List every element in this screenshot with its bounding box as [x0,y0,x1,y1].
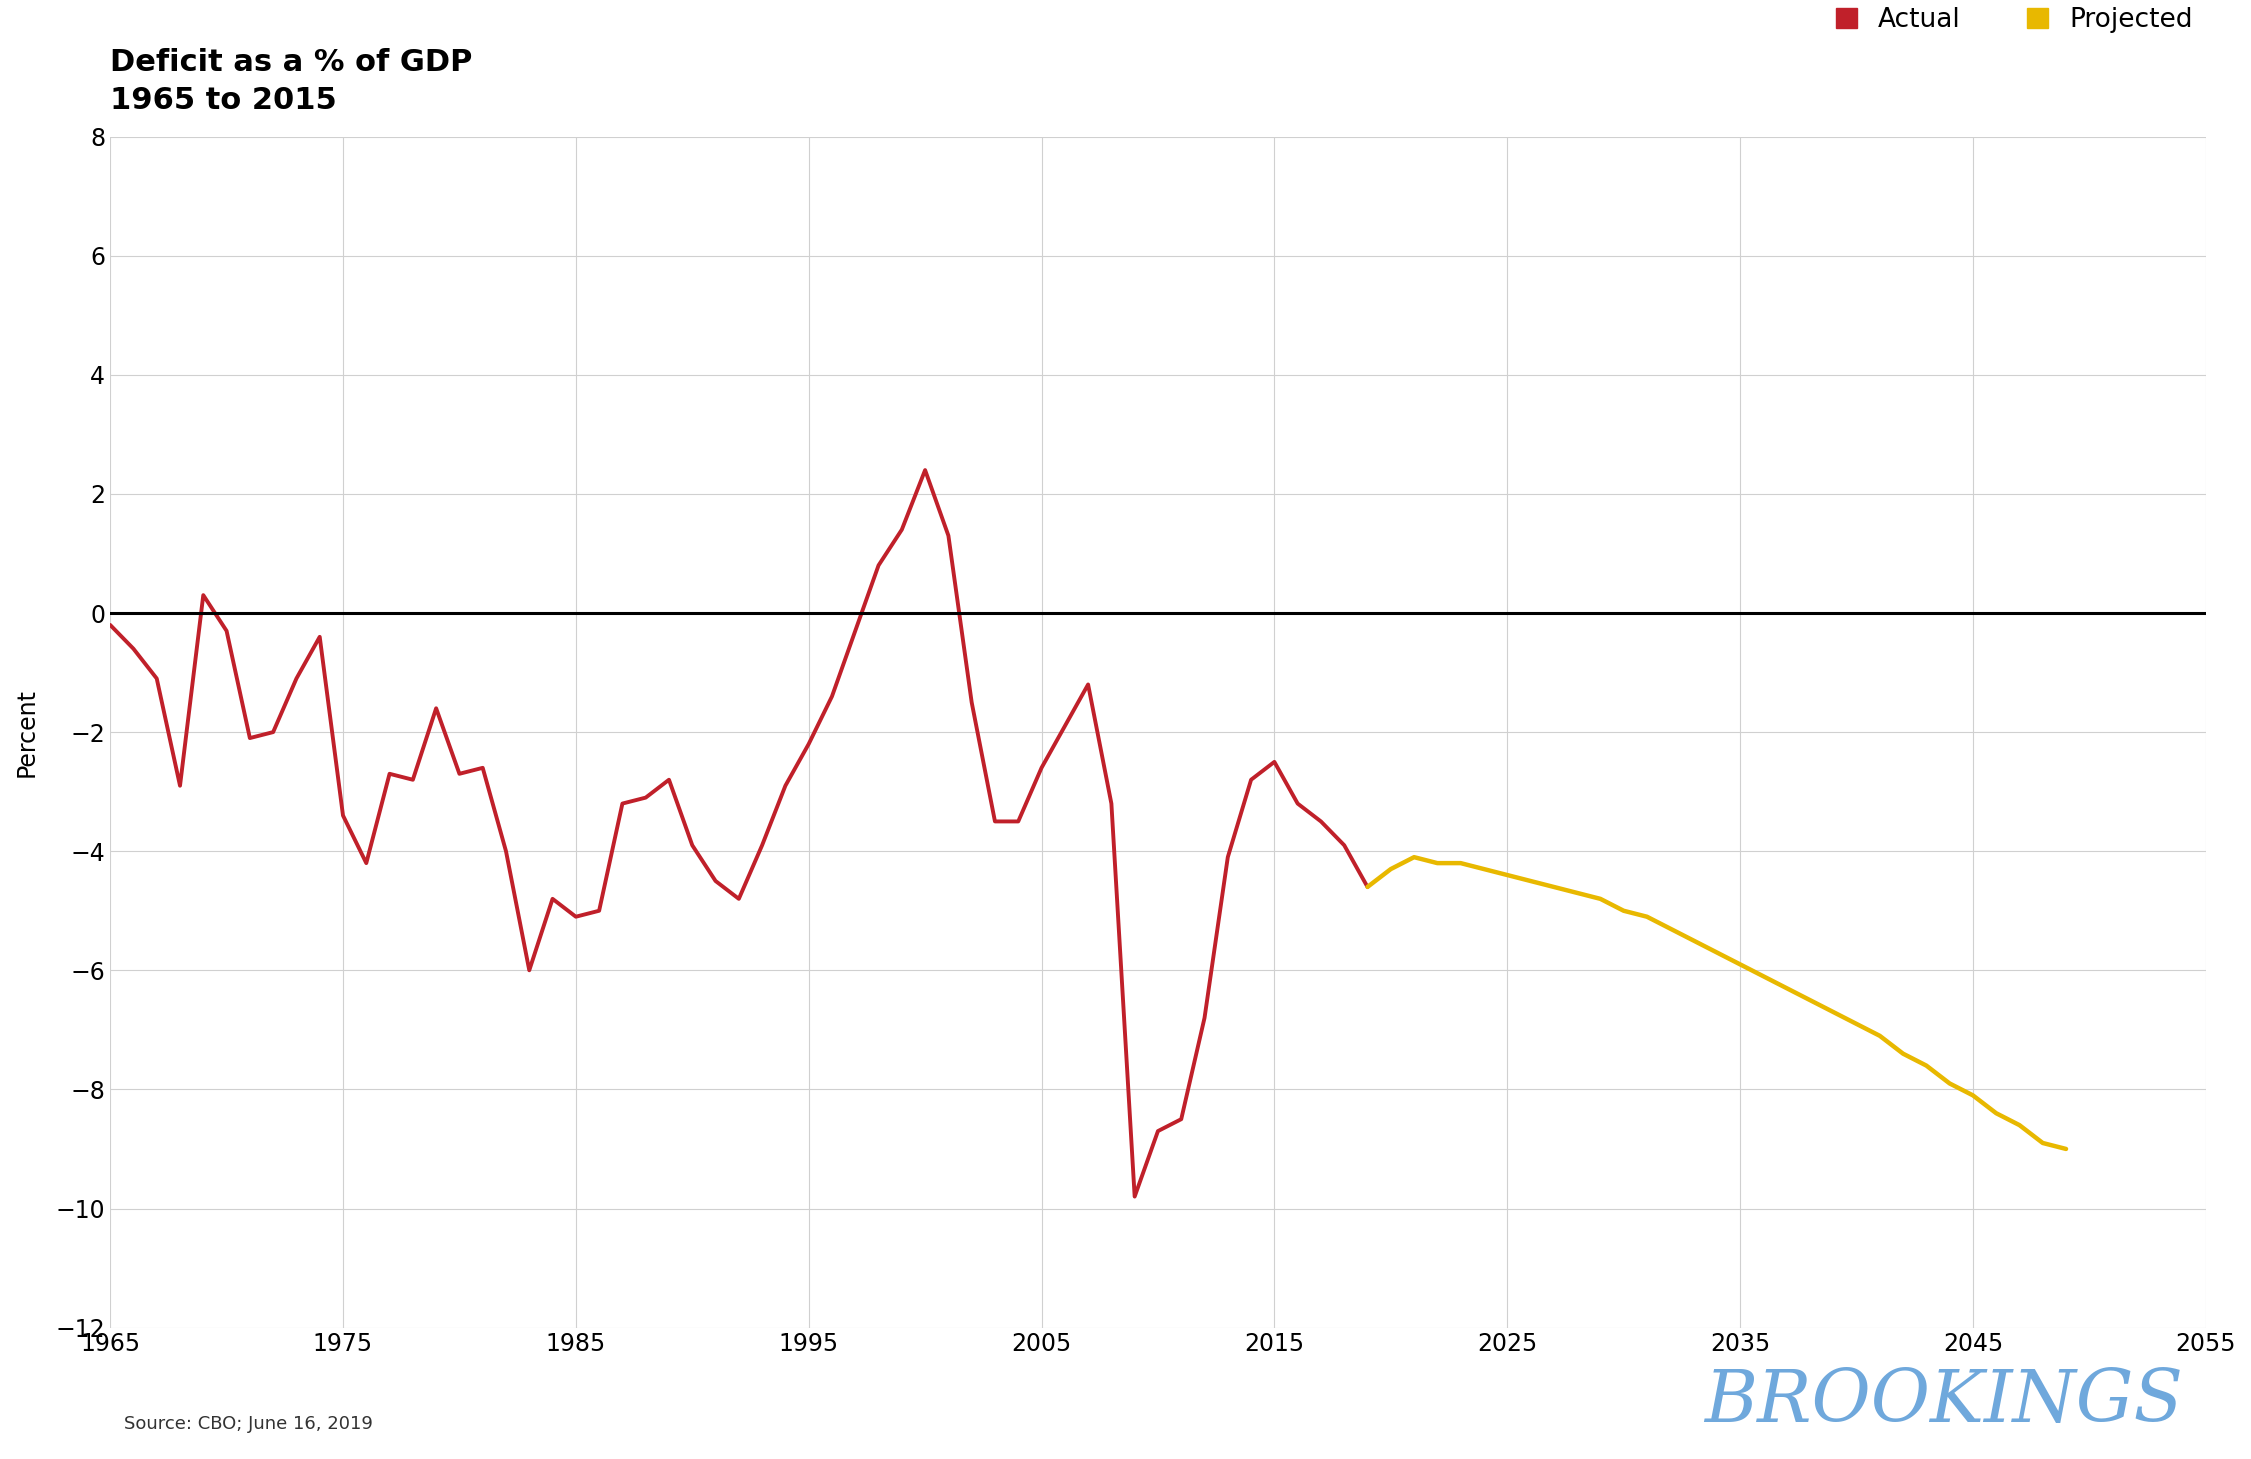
Y-axis label: Percent: Percent [16,687,38,776]
Text: BROOKINGS: BROOKINGS [1704,1367,2183,1437]
Legend: Actual, Projected: Actual, Projected [1837,7,2192,34]
Text: Deficit as a % of GDP
1965 to 2015: Deficit as a % of GDP 1965 to 2015 [110,48,473,115]
Text: Source: CBO; June 16, 2019: Source: CBO; June 16, 2019 [124,1415,374,1433]
